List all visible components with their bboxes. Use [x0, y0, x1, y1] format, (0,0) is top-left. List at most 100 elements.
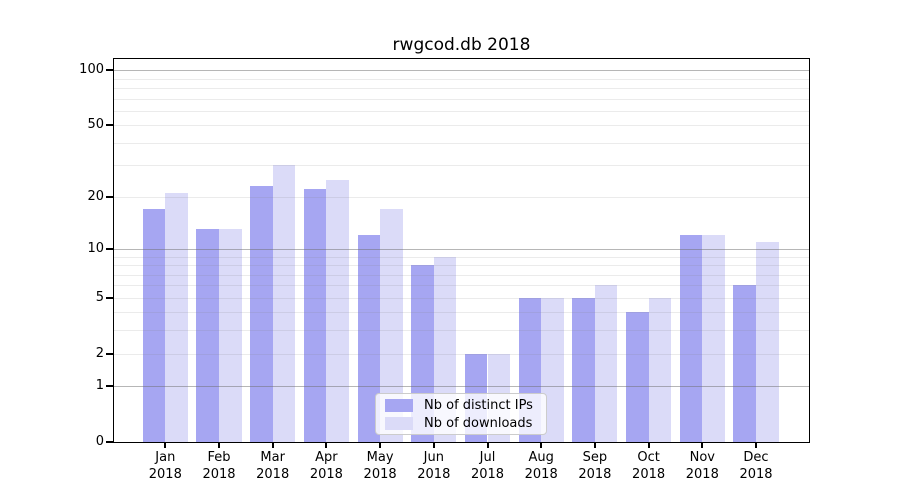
x-tick-label-aug: Aug 2018 [509, 449, 573, 483]
minor-gridline-60 [114, 110, 809, 112]
bar-nb-of-downloads-sep-2018 [594, 285, 618, 442]
bar-nb-of-distinct-ips-mar-2018 [250, 186, 273, 442]
bar-nb-of-distinct-ips-dec-2018 [733, 285, 756, 442]
x-tick-month: Mar [260, 450, 285, 465]
bar-nb-of-distinct-ips-sep-2018 [572, 297, 595, 442]
x-tick-label-mar: Mar 2018 [241, 449, 305, 483]
major-gridline-100 [114, 70, 809, 72]
minor-gridline-7 [114, 274, 809, 276]
x-tick-label-feb: Feb 2018 [187, 449, 251, 483]
x-tick-label-jun: Jun 2018 [402, 449, 466, 483]
legend-label-distinct-ips: Nb of distinct IPs [424, 397, 533, 413]
legend-swatch-distinct-ips [385, 398, 413, 412]
bar-nb-of-distinct-ips-oct-2018 [626, 312, 649, 442]
bar-nb-of-downloads-dec-2018 [756, 241, 779, 442]
y-tick-20 [106, 195, 113, 198]
x-tick-label-sep: Sep 2018 [563, 449, 627, 483]
minor-gridline-90 [114, 78, 809, 80]
y-tick-label-100: 100 [79, 62, 104, 78]
minor-gridline-3 [114, 330, 809, 332]
legend-label-downloads: Nb of downloads [424, 415, 533, 431]
x-tick-label-oct: Oct 2018 [617, 449, 681, 483]
y-tick-1 [106, 385, 113, 388]
x-tick-jun [432, 443, 435, 448]
x-tick-aug [540, 443, 543, 448]
minor-gridline-50 [114, 125, 809, 127]
x-tick-year: 2018 [202, 467, 236, 482]
x-tick-year: 2018 [417, 467, 451, 482]
minor-gridline-6 [114, 285, 809, 287]
y-tick-label-1: 1 [95, 378, 104, 394]
x-tick-label-jan: Jan 2018 [133, 449, 197, 483]
bar-nb-of-downloads-apr-2018 [326, 179, 349, 442]
x-tick-label-nov: Nov 2018 [670, 449, 734, 483]
minor-gridline-40 [114, 142, 809, 144]
x-tick-mar [271, 443, 274, 448]
plot-area [113, 58, 810, 443]
minor-gridline-4 [114, 312, 809, 314]
x-tick-label-apr: Apr 2018 [294, 449, 358, 483]
y-tick-label-2: 2 [95, 345, 104, 361]
x-tick-may [379, 443, 382, 448]
bar-nb-of-downloads-mar-2018 [272, 165, 296, 442]
x-tick-year: 2018 [739, 467, 773, 482]
x-tick-month: Feb [207, 450, 231, 465]
bar-nb-of-downloads-may-2018 [380, 209, 403, 442]
x-tick-month: Nov [689, 450, 715, 465]
major-gridline-10 [114, 248, 809, 250]
chart-title: rwgcod.db 2018 [392, 35, 531, 55]
y-tick-5 [106, 296, 113, 299]
x-tick-feb [218, 443, 220, 448]
x-tick-apr [325, 443, 328, 448]
x-tick-month: Oct [637, 450, 660, 465]
minor-gridline-20 [114, 196, 809, 198]
x-tick-year: 2018 [363, 467, 397, 482]
y-tick-50 [106, 124, 113, 127]
x-tick-year: 2018 [256, 467, 290, 482]
bar-nb-of-distinct-ips-jan-2018 [142, 209, 166, 442]
x-tick-year: 2018 [148, 467, 182, 482]
major-gridline-1 [114, 386, 809, 388]
y-tick-10 [106, 247, 113, 250]
x-tick-month: Apr [315, 450, 338, 465]
y-tick-2 [106, 352, 113, 355]
minor-gridline-70 [114, 98, 809, 100]
x-tick-year: 2018 [685, 467, 719, 482]
y-tick-100 [106, 69, 113, 72]
minor-gridline-9 [114, 256, 809, 258]
y-tick-label-0: 0 [95, 434, 104, 449]
x-tick-month: Sep [582, 450, 608, 465]
bar-nb-of-distinct-ips-may-2018 [357, 235, 381, 442]
x-tick-year: 2018 [309, 467, 343, 482]
x-tick-year: 2018 [578, 467, 612, 482]
x-tick-month: Dec [743, 450, 769, 465]
x-tick-month: Jan [155, 450, 176, 465]
x-tick-nov [701, 443, 704, 448]
bar-nb-of-distinct-ips-feb-2018 [196, 229, 219, 442]
x-tick-year: 2018 [632, 467, 666, 482]
bar-nb-of-downloads-nov-2018 [702, 235, 725, 442]
minor-gridline-8 [114, 265, 809, 266]
x-tick-year: 2018 [524, 467, 558, 482]
x-tick-month: Jul [479, 450, 496, 465]
minor-gridline-80 [114, 88, 809, 89]
x-tick-jul [486, 443, 489, 448]
y-tick-0 [106, 441, 113, 443]
minor-gridline-30 [114, 165, 809, 167]
legend-swatch-downloads [385, 416, 413, 430]
legend-entry-downloads: Nb of downloads [385, 415, 538, 431]
minor-gridline-5 [114, 297, 809, 299]
x-tick-label-jul: Jul 2018 [456, 449, 520, 483]
y-tick-label-5: 5 [95, 289, 104, 305]
y-tick-label-20: 20 [87, 188, 104, 204]
minor-gridline-2 [114, 353, 809, 355]
bar-nb-of-distinct-ips-nov-2018 [679, 235, 703, 442]
x-tick-oct [647, 443, 650, 448]
bar-nb-of-distinct-ips-apr-2018 [303, 189, 327, 442]
x-tick-month: May [366, 450, 394, 465]
y-tick-label-50: 50 [87, 117, 104, 133]
y-tick-label-10: 10 [87, 240, 104, 256]
x-tick-year: 2018 [470, 467, 505, 482]
x-tick-label-dec: Dec 2018 [724, 449, 788, 483]
